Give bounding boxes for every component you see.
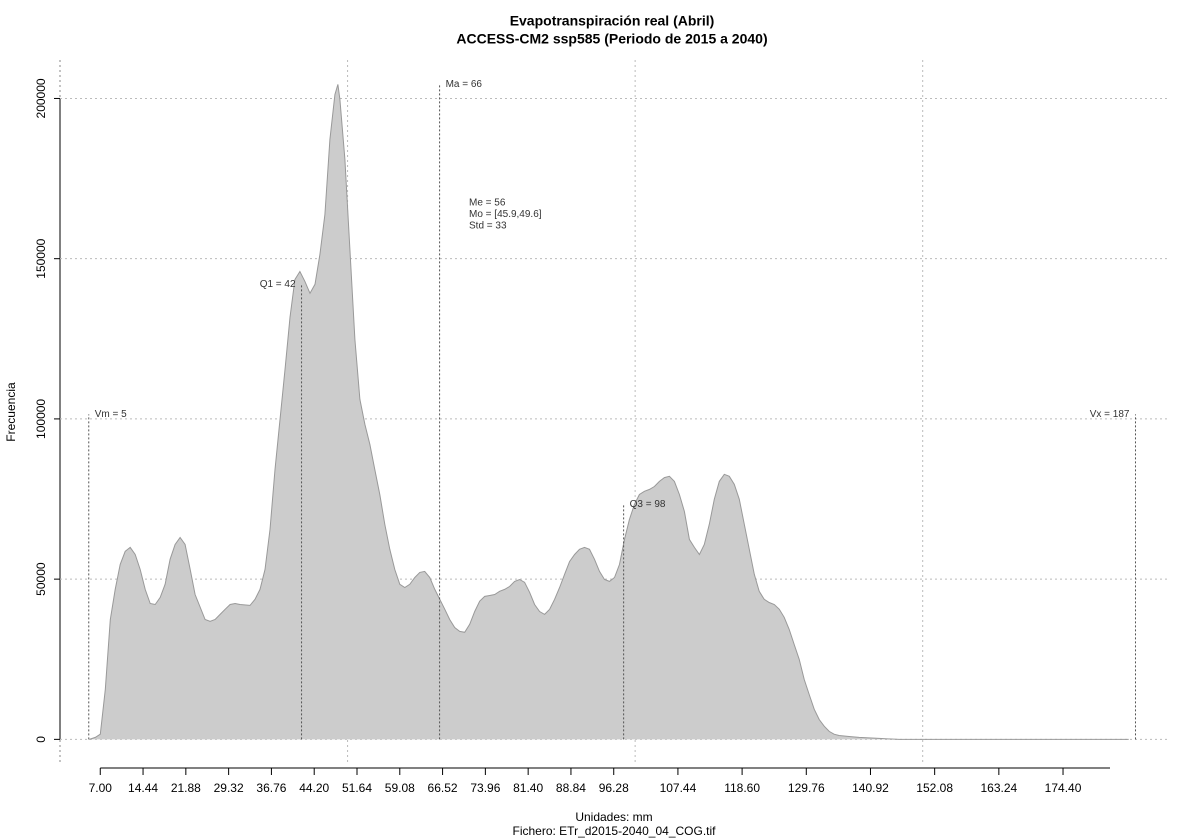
x-tick-label: 14.44: [128, 781, 158, 795]
stat-label: Vm = 5: [95, 409, 127, 420]
x-axis-label: Unidades: mm: [575, 810, 652, 824]
x-tick-label: 21.88: [171, 781, 201, 795]
x-tick-label: 59.08: [385, 781, 415, 795]
stat-label: Ma = 66: [446, 79, 483, 90]
y-tick-label: 0: [34, 736, 48, 743]
chart-subtitle: ACCESS-CM2 ssp585 (Periodo de 2015 a 204…: [456, 31, 767, 47]
x-tick-label: 51.64: [342, 781, 372, 795]
stat-text: Me = 56: [469, 198, 506, 209]
density-line: [89, 84, 1129, 740]
x-tick-label: 44.20: [299, 781, 329, 795]
stat-text: Mo = [45.9,49.6]: [469, 209, 542, 220]
x-tick-label: 107.44: [660, 781, 697, 795]
x-tick-label: 140.92: [852, 781, 889, 795]
y-tick-label: 50000: [34, 562, 48, 596]
x-tick-label: 66.52: [428, 781, 458, 795]
stat-label: Q3 = 98: [630, 499, 666, 510]
x-tick-label: 163.24: [980, 781, 1017, 795]
y-tick-label: 100000: [34, 399, 48, 439]
stat-label: Vx = 187: [1090, 409, 1130, 420]
y-tick-label: 200000: [34, 78, 48, 118]
x-tick-label: 81.40: [513, 781, 543, 795]
stat-text: Std = 33: [469, 221, 507, 232]
stat-label: Q1 = 42: [260, 279, 296, 290]
x-tick-label: 152.08: [916, 781, 953, 795]
x-tick-label: 118.60: [724, 781, 760, 795]
x-tick-label: 36.76: [256, 781, 286, 795]
x-tick-label: 174.40: [1045, 781, 1082, 795]
chart-title: Evapotranspiración real (Abril): [510, 13, 715, 29]
x-tick-label: 73.96: [470, 781, 500, 795]
x-tick-label: 129.76: [788, 781, 825, 795]
density-area: [89, 84, 1129, 740]
x-tick-label: 88.84: [556, 781, 586, 795]
caption: Fichero: ETr_d2015-2040_04_COG.tif: [513, 824, 717, 838]
x-tick-label: 7.00: [89, 781, 113, 795]
x-tick-label: 96.28: [599, 781, 629, 795]
y-axis-label: Frecuencia: [4, 382, 18, 442]
x-tick-label: 29.32: [214, 781, 244, 795]
y-tick-label: 150000: [34, 238, 48, 278]
